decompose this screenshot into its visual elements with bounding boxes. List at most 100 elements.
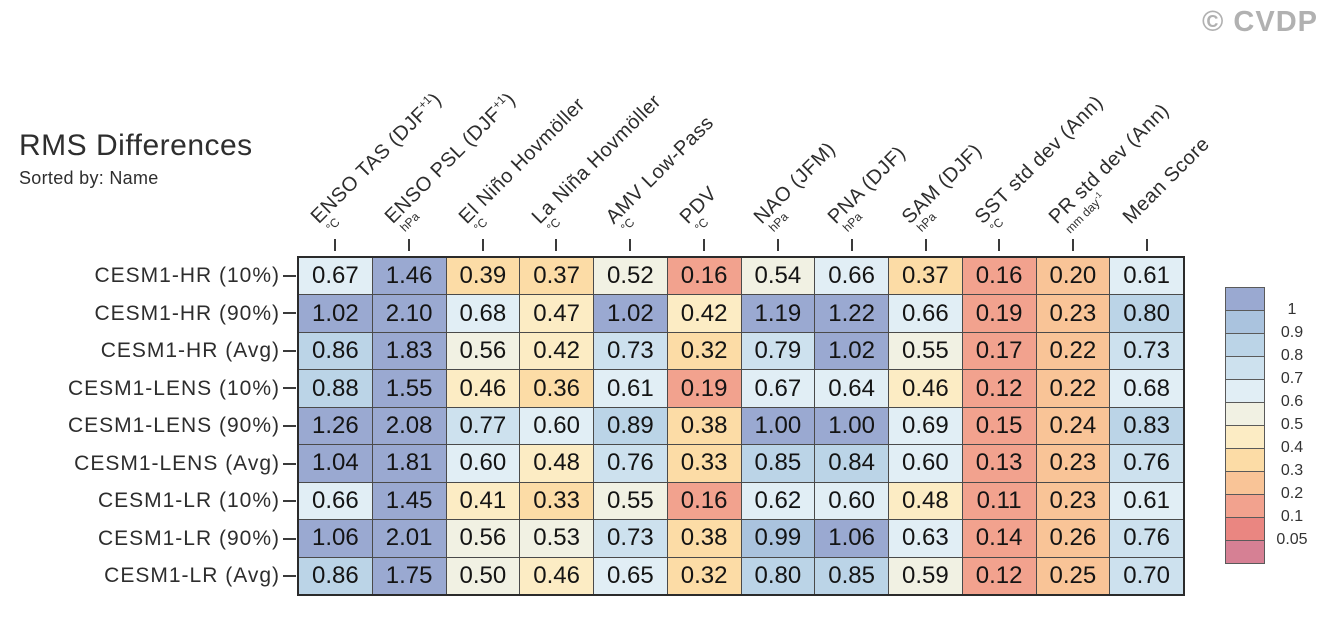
- heatmap-grid: 0.67 1.46 0.39 0.37 0.52 0.16 0.54 0.66 0.37 0.16…: [297, 256, 1185, 596]
- heatmap-cell: 0.13: [962, 445, 1036, 482]
- heatmap-cell: 0.22: [1036, 370, 1110, 407]
- legend-swatch: [1225, 517, 1265, 541]
- heatmap-cell: 0.23: [1036, 295, 1110, 332]
- heatmap-cell: 1.75: [372, 557, 446, 594]
- column-unit: °C: [692, 215, 712, 235]
- legend-tick-label: 0.5: [1280, 416, 1304, 433]
- heatmap-cell: 0.46: [889, 370, 962, 407]
- heatmap-cell: 0.61: [1110, 482, 1183, 520]
- heatmap-cell: 1.46: [372, 258, 446, 295]
- heatmap-cell: 0.12: [962, 557, 1036, 594]
- heatmap-cell: 2.01: [372, 520, 446, 557]
- legend-tick-label: 0.6: [1280, 393, 1304, 410]
- legend-tick-label: 0.9: [1280, 324, 1304, 341]
- legend-tick-label: 0.2: [1280, 485, 1304, 502]
- legend-swatch: [1225, 448, 1265, 472]
- heatmap-cell: 0.60: [520, 407, 593, 445]
- heatmap-cell: 0.48: [889, 482, 962, 520]
- row-label: CESM1-LR (90%): [97, 526, 280, 550]
- heatmap-cell: 0.26: [1036, 520, 1110, 557]
- row-tick: [283, 312, 296, 315]
- page-subtitle: Sorted by: Name: [19, 168, 159, 188]
- heatmap-cell: 0.38: [667, 520, 741, 557]
- legend-swatch: [1225, 494, 1265, 518]
- column-tick: [850, 239, 853, 251]
- heatmap-cell: 0.55: [889, 332, 962, 370]
- heatmap-cell: 0.66: [299, 482, 372, 520]
- column-tick: [407, 239, 410, 251]
- heatmap-cell: 0.62: [741, 482, 815, 520]
- legend-swatch: [1225, 356, 1265, 380]
- heatmap-cell: 0.42: [520, 332, 593, 370]
- legend-swatch: [1225, 379, 1265, 403]
- column-tick: [776, 239, 779, 251]
- column-tick: [555, 239, 558, 251]
- heatmap-cell: 0.79: [741, 332, 815, 370]
- page-title: RMS Differences: [19, 129, 253, 162]
- heatmap-cell: 0.83: [1110, 407, 1183, 445]
- legend-tick-label: 0.7: [1280, 370, 1304, 387]
- row-label: CESM1-HR (90%): [94, 301, 280, 325]
- legend-swatch: [1225, 425, 1265, 449]
- legend-swatch: [1225, 540, 1265, 564]
- column-unit: hPa: [913, 209, 939, 235]
- heatmap-cell: 1.06: [299, 520, 372, 557]
- column-tick: [629, 239, 632, 251]
- row-label: CESM1-LENS (Avg): [74, 451, 280, 475]
- heatmap-cell: 1.22: [815, 295, 888, 332]
- column-unit: °C: [618, 215, 638, 235]
- column-tick: [481, 239, 484, 251]
- column-unit: °C: [544, 215, 564, 235]
- heatmap-cell: 0.85: [815, 557, 888, 594]
- heatmap-cell: 0.67: [299, 258, 372, 295]
- row-tick: [283, 575, 296, 578]
- heatmap-cell: 0.14: [962, 520, 1036, 557]
- heatmap-cell: 0.46: [446, 370, 520, 407]
- heatmap-cell: 0.39: [446, 258, 520, 295]
- legend-tick-label: 0.05: [1276, 531, 1308, 548]
- legend-tick-label: 0.4: [1280, 439, 1304, 456]
- column-tick: [924, 239, 927, 251]
- heatmap-cell: 0.76: [594, 445, 667, 482]
- row-tick: [283, 500, 296, 503]
- heatmap-cell: 0.16: [962, 258, 1036, 295]
- row-label: CESM1-LENS (10%): [67, 376, 280, 400]
- heatmap-cell: 0.37: [889, 258, 962, 295]
- heatmap-cell: 1.06: [815, 520, 888, 557]
- column-tick: [333, 239, 336, 251]
- heatmap-cell: 0.16: [667, 482, 741, 520]
- column-unit: °C: [322, 215, 343, 235]
- heatmap-cell: 0.68: [1110, 370, 1183, 407]
- heatmap-cell: 0.86: [299, 557, 372, 594]
- heatmap-cell: 0.33: [667, 445, 741, 482]
- heatmap-cell: 0.89: [594, 407, 667, 445]
- column-unit: mm day-1: [1062, 189, 1104, 237]
- heatmap-cell: 0.60: [446, 445, 520, 482]
- heatmap-cell: 0.85: [741, 445, 815, 482]
- column-tick: [703, 239, 706, 251]
- heatmap-cell: 1.55: [372, 370, 446, 407]
- legend-swatch: [1225, 402, 1265, 426]
- heatmap-cell: 1.00: [741, 407, 815, 445]
- column-tick: [1072, 239, 1075, 251]
- heatmap-cell: 0.73: [594, 332, 667, 370]
- column-tick: [998, 239, 1001, 251]
- heatmap-cell: 0.99: [741, 520, 815, 557]
- column-unit: hPa: [396, 209, 422, 235]
- heatmap-cell: 0.16: [667, 258, 741, 295]
- heatmap-cell: 1.81: [372, 445, 446, 482]
- row-label: CESM1-LENS (90%): [67, 414, 280, 438]
- heatmap-cell: 0.50: [446, 557, 520, 594]
- row-tick: [283, 349, 296, 352]
- heatmap-cell: 1.19: [741, 295, 815, 332]
- heatmap-cell: 0.15: [962, 407, 1036, 445]
- column-unit: hPa: [765, 209, 791, 235]
- row-tick: [283, 537, 296, 540]
- column-tick: [1146, 239, 1149, 251]
- legend-tick-label: 1: [1287, 301, 1297, 318]
- heatmap-cell: 0.76: [1110, 445, 1183, 482]
- heatmap-cell: 0.33: [520, 482, 593, 520]
- heatmap-cell: 0.86: [299, 332, 372, 370]
- heatmap-cell: 0.55: [594, 482, 667, 520]
